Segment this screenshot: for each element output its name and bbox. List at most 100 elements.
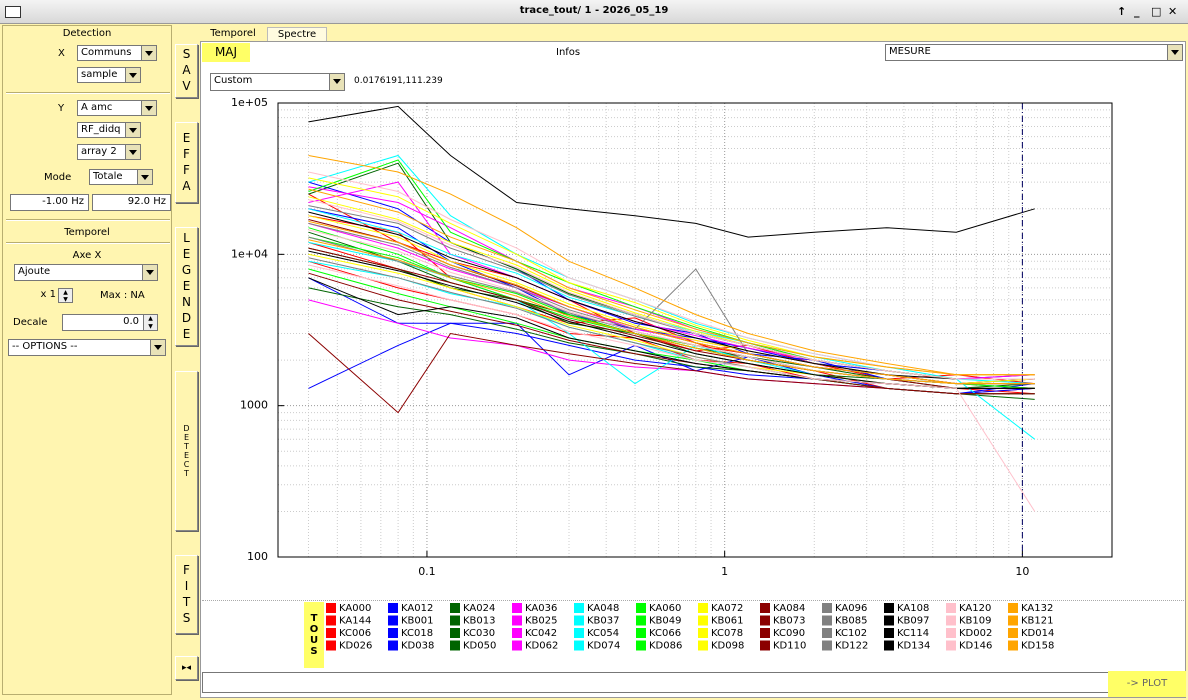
side-button-text: LEGENDE [179,230,194,343]
legend-label: KC054 [587,628,619,639]
x-tick-label: 1 [721,565,728,578]
window-button[interactable]: □ [1151,5,1162,18]
legend-swatch [1008,628,1018,638]
input[interactable]: 92.0 Hz [92,194,171,211]
legend-label: KD026 [339,641,372,652]
window-icon[interactable] [5,6,21,18]
plot-button[interactable]: -> PLOT [1108,671,1186,697]
select-text: -- OPTIONS -- [12,341,78,352]
select[interactable]: Totale [89,169,153,185]
series-line [308,247,1035,389]
legend-label: KA120 [959,603,991,614]
x-tick-label: 10 [1015,565,1029,578]
legend-label: KA096 [835,603,867,614]
series-line [308,220,1035,385]
legend-swatch [698,640,708,651]
select[interactable]: Custom [210,73,345,91]
legend-swatch [388,628,398,638]
legend-swatch [698,628,708,638]
separator [6,219,170,221]
y-tick-label: 1e+05 [231,96,268,109]
legend-swatch [574,628,584,638]
side-button[interactable]: LEGENDE [175,227,198,346]
legend-swatch [326,615,336,626]
legend-label: KC078 [711,628,743,639]
series-line [308,105,1035,238]
tab-active[interactable]: Spectre [267,27,327,41]
legend-label: KA108 [897,603,929,614]
select[interactable]: MESURE [885,44,1183,61]
legend-swatch [946,603,956,613]
legend-swatch [760,615,770,626]
spin-arrows[interactable]: ▲ ▼ [143,314,158,331]
legend-label: KC102 [835,628,867,639]
spinbox[interactable]: x 1 [14,288,60,303]
legend-swatch [884,615,894,626]
legend-swatch [512,640,522,651]
legend-label: KC018 [401,628,433,639]
legend-swatch [946,628,956,638]
side-button[interactable]: SAV [175,44,198,98]
series-line [308,199,1035,380]
legend-label: KB097 [897,616,930,627]
legend-swatch [1008,603,1018,613]
legend-label: KA144 [339,616,371,627]
legend-label: KB001 [401,616,434,627]
select[interactable]: RF_didq [77,122,141,138]
legend-swatch [512,628,522,638]
select[interactable]: -- OPTIONS -- [8,339,166,356]
label: Mode [44,172,72,183]
legend-label: KB121 [1021,616,1054,627]
legend-swatch [450,640,460,651]
legend-swatch [512,615,522,626]
window-button[interactable]: _ [1134,5,1140,18]
legend-swatch [574,615,584,626]
label: Max : NA [100,290,145,301]
select[interactable]: sample [77,67,141,83]
select[interactable]: A amc [77,100,157,116]
legend-swatch [884,603,894,613]
legend-label: KA060 [649,603,681,614]
side-button-text: DETECT [182,424,191,478]
legend-swatch [512,603,522,613]
legend-label: KB085 [835,616,868,627]
window-button[interactable]: ✕ [1168,5,1178,18]
tab[interactable]: Temporel [210,28,256,39]
section-title: Temporel [64,227,110,238]
legend-label: KB109 [959,616,992,627]
label: X [58,48,65,59]
legend-label: KD074 [587,641,620,652]
select-text: sample [81,69,118,80]
legend-swatch [1008,615,1018,626]
legend-label: KA024 [463,603,495,614]
legend-swatch [698,603,708,613]
collapse-button[interactable]: ▸◂ [175,656,198,680]
side-button[interactable]: EFFA [175,122,198,203]
legend-label: KC042 [525,628,557,639]
legend-swatch [760,628,770,638]
input[interactable]: -1.00 Hz [10,194,89,211]
legend-label: KA036 [525,603,557,614]
legend-swatch [1008,640,1018,651]
legend-swatch [450,628,460,638]
legend-swatch [822,640,832,651]
all-button[interactable]: TOUS [304,602,324,668]
title-bar: trace_tout/ 1 - 2026_05_19 ↑ _ □ ✕ [0,0,1188,24]
series-line [308,272,1035,395]
select[interactable]: Ajoute [14,264,158,281]
plot-frame [277,102,1113,558]
label: Y [58,103,65,114]
legend-swatch [574,640,584,651]
select[interactable]: array 2 [77,144,141,160]
legend-swatch [636,603,646,613]
window-title: trace_tout/ 1 - 2026_05_19 [519,5,669,16]
select[interactable]: Communs [77,45,157,61]
window-button[interactable]: ↑ [1117,5,1127,18]
spin-arrows[interactable]: ▲ ▼ [58,288,73,303]
side-button[interactable]: DETECT [175,371,198,531]
side-button[interactable]: FITS [175,555,198,634]
legend-swatch [884,628,894,638]
label: Axe X [72,250,102,261]
maj-button[interactable]: MAJ [202,43,250,62]
